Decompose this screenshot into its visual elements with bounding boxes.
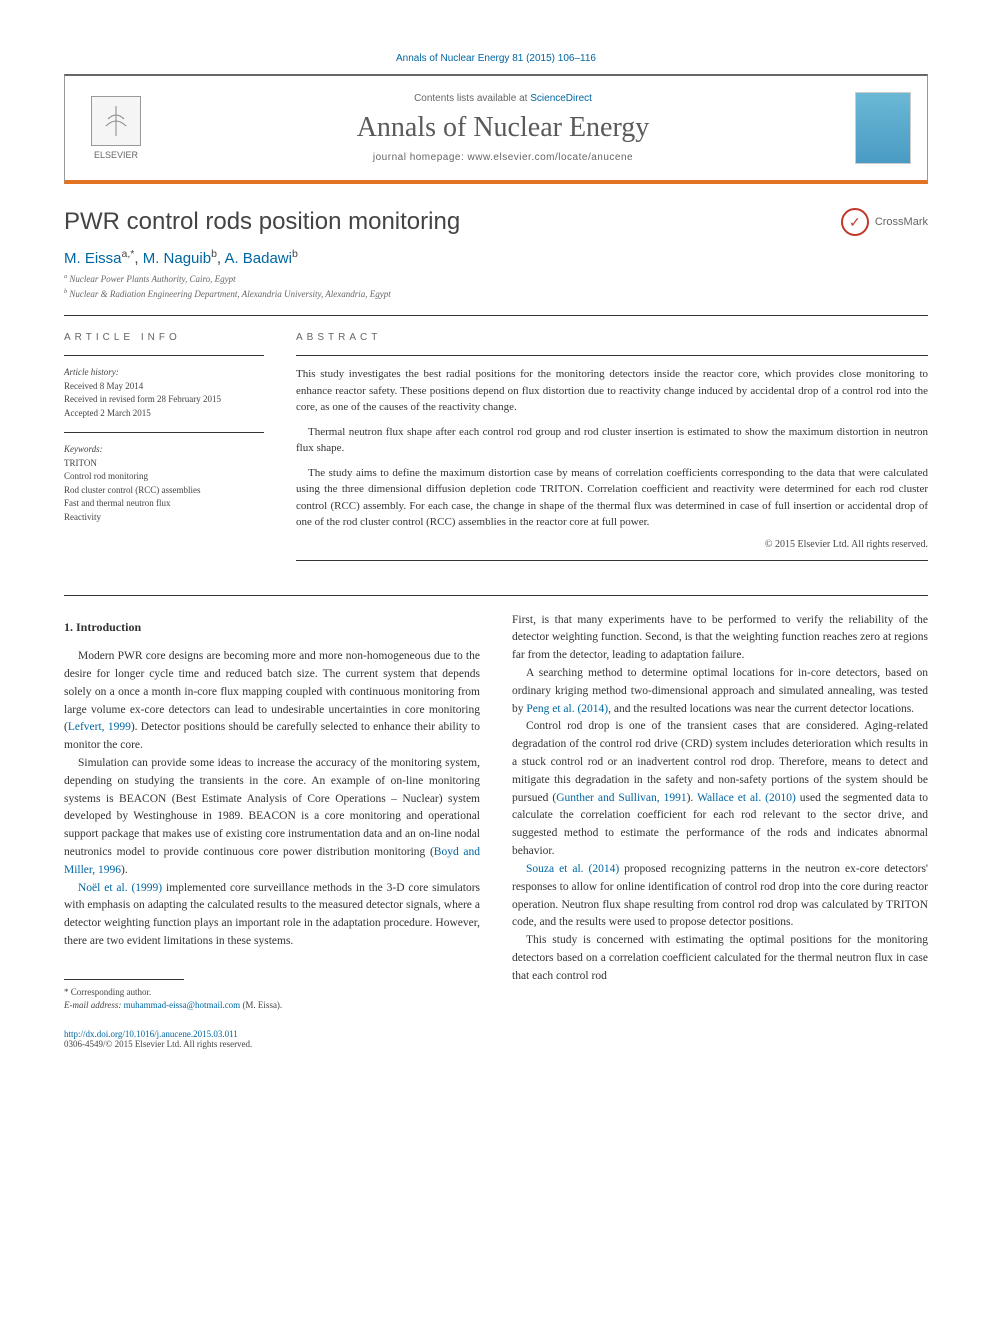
author-3-sup: b xyxy=(292,248,298,260)
article-title: PWR control rods position monitoring xyxy=(64,208,460,236)
header-reference: Annals of Nuclear Energy 81 (2015) 106–1… xyxy=(64,48,928,66)
email-suffix: (M. Eissa). xyxy=(240,1000,282,1010)
keywords-label: Keywords: xyxy=(64,443,264,457)
homepage-line: journal homepage: www.elsevier.com/locat… xyxy=(151,152,855,163)
right-column: First, is that many experiments have to … xyxy=(512,612,928,1013)
citation-link[interactable]: Wallace et al. (2010) xyxy=(697,792,796,804)
received-date: Received 8 May 2014 xyxy=(64,380,264,394)
history-label: Article history: xyxy=(64,366,264,380)
contents-line: Contents lists available at ScienceDirec… xyxy=(151,93,855,104)
body-para: Control rod drop is one of the transient… xyxy=(512,718,928,861)
journal-header-box: ELSEVIER Contents lists available at Sci… xyxy=(64,74,928,184)
abstract-divider-bottom xyxy=(296,560,928,561)
keyword: Rod cluster control (RCC) assemblies xyxy=(64,484,264,498)
author-1[interactable]: M. Eissa xyxy=(64,250,122,267)
page-footer: http://dx.doi.org/10.1016/j.anucene.2015… xyxy=(64,1029,928,1049)
author-2-sup: b xyxy=(211,248,217,260)
citation-link[interactable]: Noël et al. (1999) xyxy=(78,882,162,894)
footnote-divider xyxy=(64,979,184,980)
body-para: Modern PWR core designs are becoming mor… xyxy=(64,648,480,755)
citation-link[interactable]: Gunther and Sullivan, 1991 xyxy=(556,792,686,804)
body-divider xyxy=(64,595,928,596)
body-para: A searching method to determine optimal … xyxy=(512,665,928,718)
keyword: Reactivity xyxy=(64,511,264,525)
homepage-prefix: journal homepage: xyxy=(373,152,468,163)
author-2[interactable]: M. Naguib xyxy=(143,250,211,267)
accepted-date: Accepted 2 March 2015 xyxy=(64,407,264,421)
left-column: 1. Introduction Modern PWR core designs … xyxy=(64,612,480,1013)
body-para: Simulation can provide some ideas to inc… xyxy=(64,755,480,880)
info-divider xyxy=(64,432,264,433)
abstract-text: This study investigates the best radial … xyxy=(296,366,928,531)
sciencedirect-link[interactable]: ScienceDirect xyxy=(530,93,592,104)
citation-link[interactable]: Peng et al. (2014) xyxy=(526,703,608,715)
author-list: M. Eissaa,*, M. Naguibb, A. Badawib xyxy=(64,248,928,267)
crossmark-label: CrossMark xyxy=(875,216,928,228)
crossmark-badge[interactable]: CrossMark xyxy=(841,208,928,236)
abstract-copyright: © 2015 Elsevier Ltd. All rights reserved… xyxy=(296,539,928,550)
citation-link[interactable]: Souza et al. (2014) xyxy=(526,863,619,875)
abstract-column: ABSTRACT This study investigates the bes… xyxy=(296,332,928,571)
body-para: Noël et al. (1999) implemented core surv… xyxy=(64,880,480,951)
corresponding-author-note: * Corresponding author. xyxy=(64,986,480,1000)
journal-reference: Annals of Nuclear Energy 81 (2015) 106–1… xyxy=(396,53,596,64)
keyword: Control rod monitoring xyxy=(64,470,264,484)
section-heading: 1. Introduction xyxy=(64,618,480,637)
email-link[interactable]: muhammad-eissa@hotmail.com xyxy=(124,1000,241,1010)
affiliation-a: a Nuclear Power Plants Authority, Cairo,… xyxy=(64,273,928,284)
elsevier-logo: ELSEVIER xyxy=(81,88,151,168)
keywords-block: Keywords: TRITON Control rod monitoring … xyxy=(64,443,264,524)
author-3[interactable]: A. Badawi xyxy=(224,250,292,267)
journal-title: Annals of Nuclear Energy xyxy=(151,112,855,144)
info-divider xyxy=(64,355,264,356)
doi-link[interactable]: http://dx.doi.org/10.1016/j.anucene.2015… xyxy=(64,1029,238,1039)
revised-date: Received in revised form 28 February 201… xyxy=(64,393,264,407)
body-para: Souza et al. (2014) proposed recognizing… xyxy=(512,861,928,932)
crossmark-icon xyxy=(841,208,869,236)
body-para: This study is concerned with estimating … xyxy=(512,932,928,985)
article-info-label: ARTICLE INFO xyxy=(64,332,264,343)
divider xyxy=(64,315,928,316)
journal-cover-thumbnail xyxy=(855,92,911,164)
abstract-label: ABSTRACT xyxy=(296,332,928,343)
elsevier-tree-icon xyxy=(91,96,141,146)
abstract-p3: The study aims to define the maximum dis… xyxy=(296,465,928,531)
elsevier-label: ELSEVIER xyxy=(94,150,138,160)
homepage-url: www.elsevier.com/locate/anucene xyxy=(468,152,634,163)
issn-copyright: 0306-4549/© 2015 Elsevier Ltd. All right… xyxy=(64,1039,252,1049)
email-line: E-mail address: muhammad-eissa@hotmail.c… xyxy=(64,999,480,1013)
article-info-column: ARTICLE INFO Article history: Received 8… xyxy=(64,332,264,571)
abstract-p2: Thermal neutron flux shape after each co… xyxy=(296,424,928,457)
abstract-p1: This study investigates the best radial … xyxy=(296,366,928,416)
contents-prefix: Contents lists available at xyxy=(414,93,530,104)
author-1-sup: a,* xyxy=(122,248,135,260)
keyword: TRITON xyxy=(64,457,264,471)
keyword: Fast and thermal neutron flux xyxy=(64,497,264,511)
citation-link[interactable]: Lefvert, 1999 xyxy=(68,721,131,733)
affiliation-b: b Nuclear & Radiation Engineering Depart… xyxy=(64,288,928,299)
email-label: E-mail address: xyxy=(64,1000,124,1010)
abstract-divider xyxy=(296,355,928,356)
body-para: First, is that many experiments have to … xyxy=(512,612,928,665)
body-columns: 1. Introduction Modern PWR core designs … xyxy=(64,612,928,1013)
article-history: Article history: Received 8 May 2014 Rec… xyxy=(64,366,264,420)
